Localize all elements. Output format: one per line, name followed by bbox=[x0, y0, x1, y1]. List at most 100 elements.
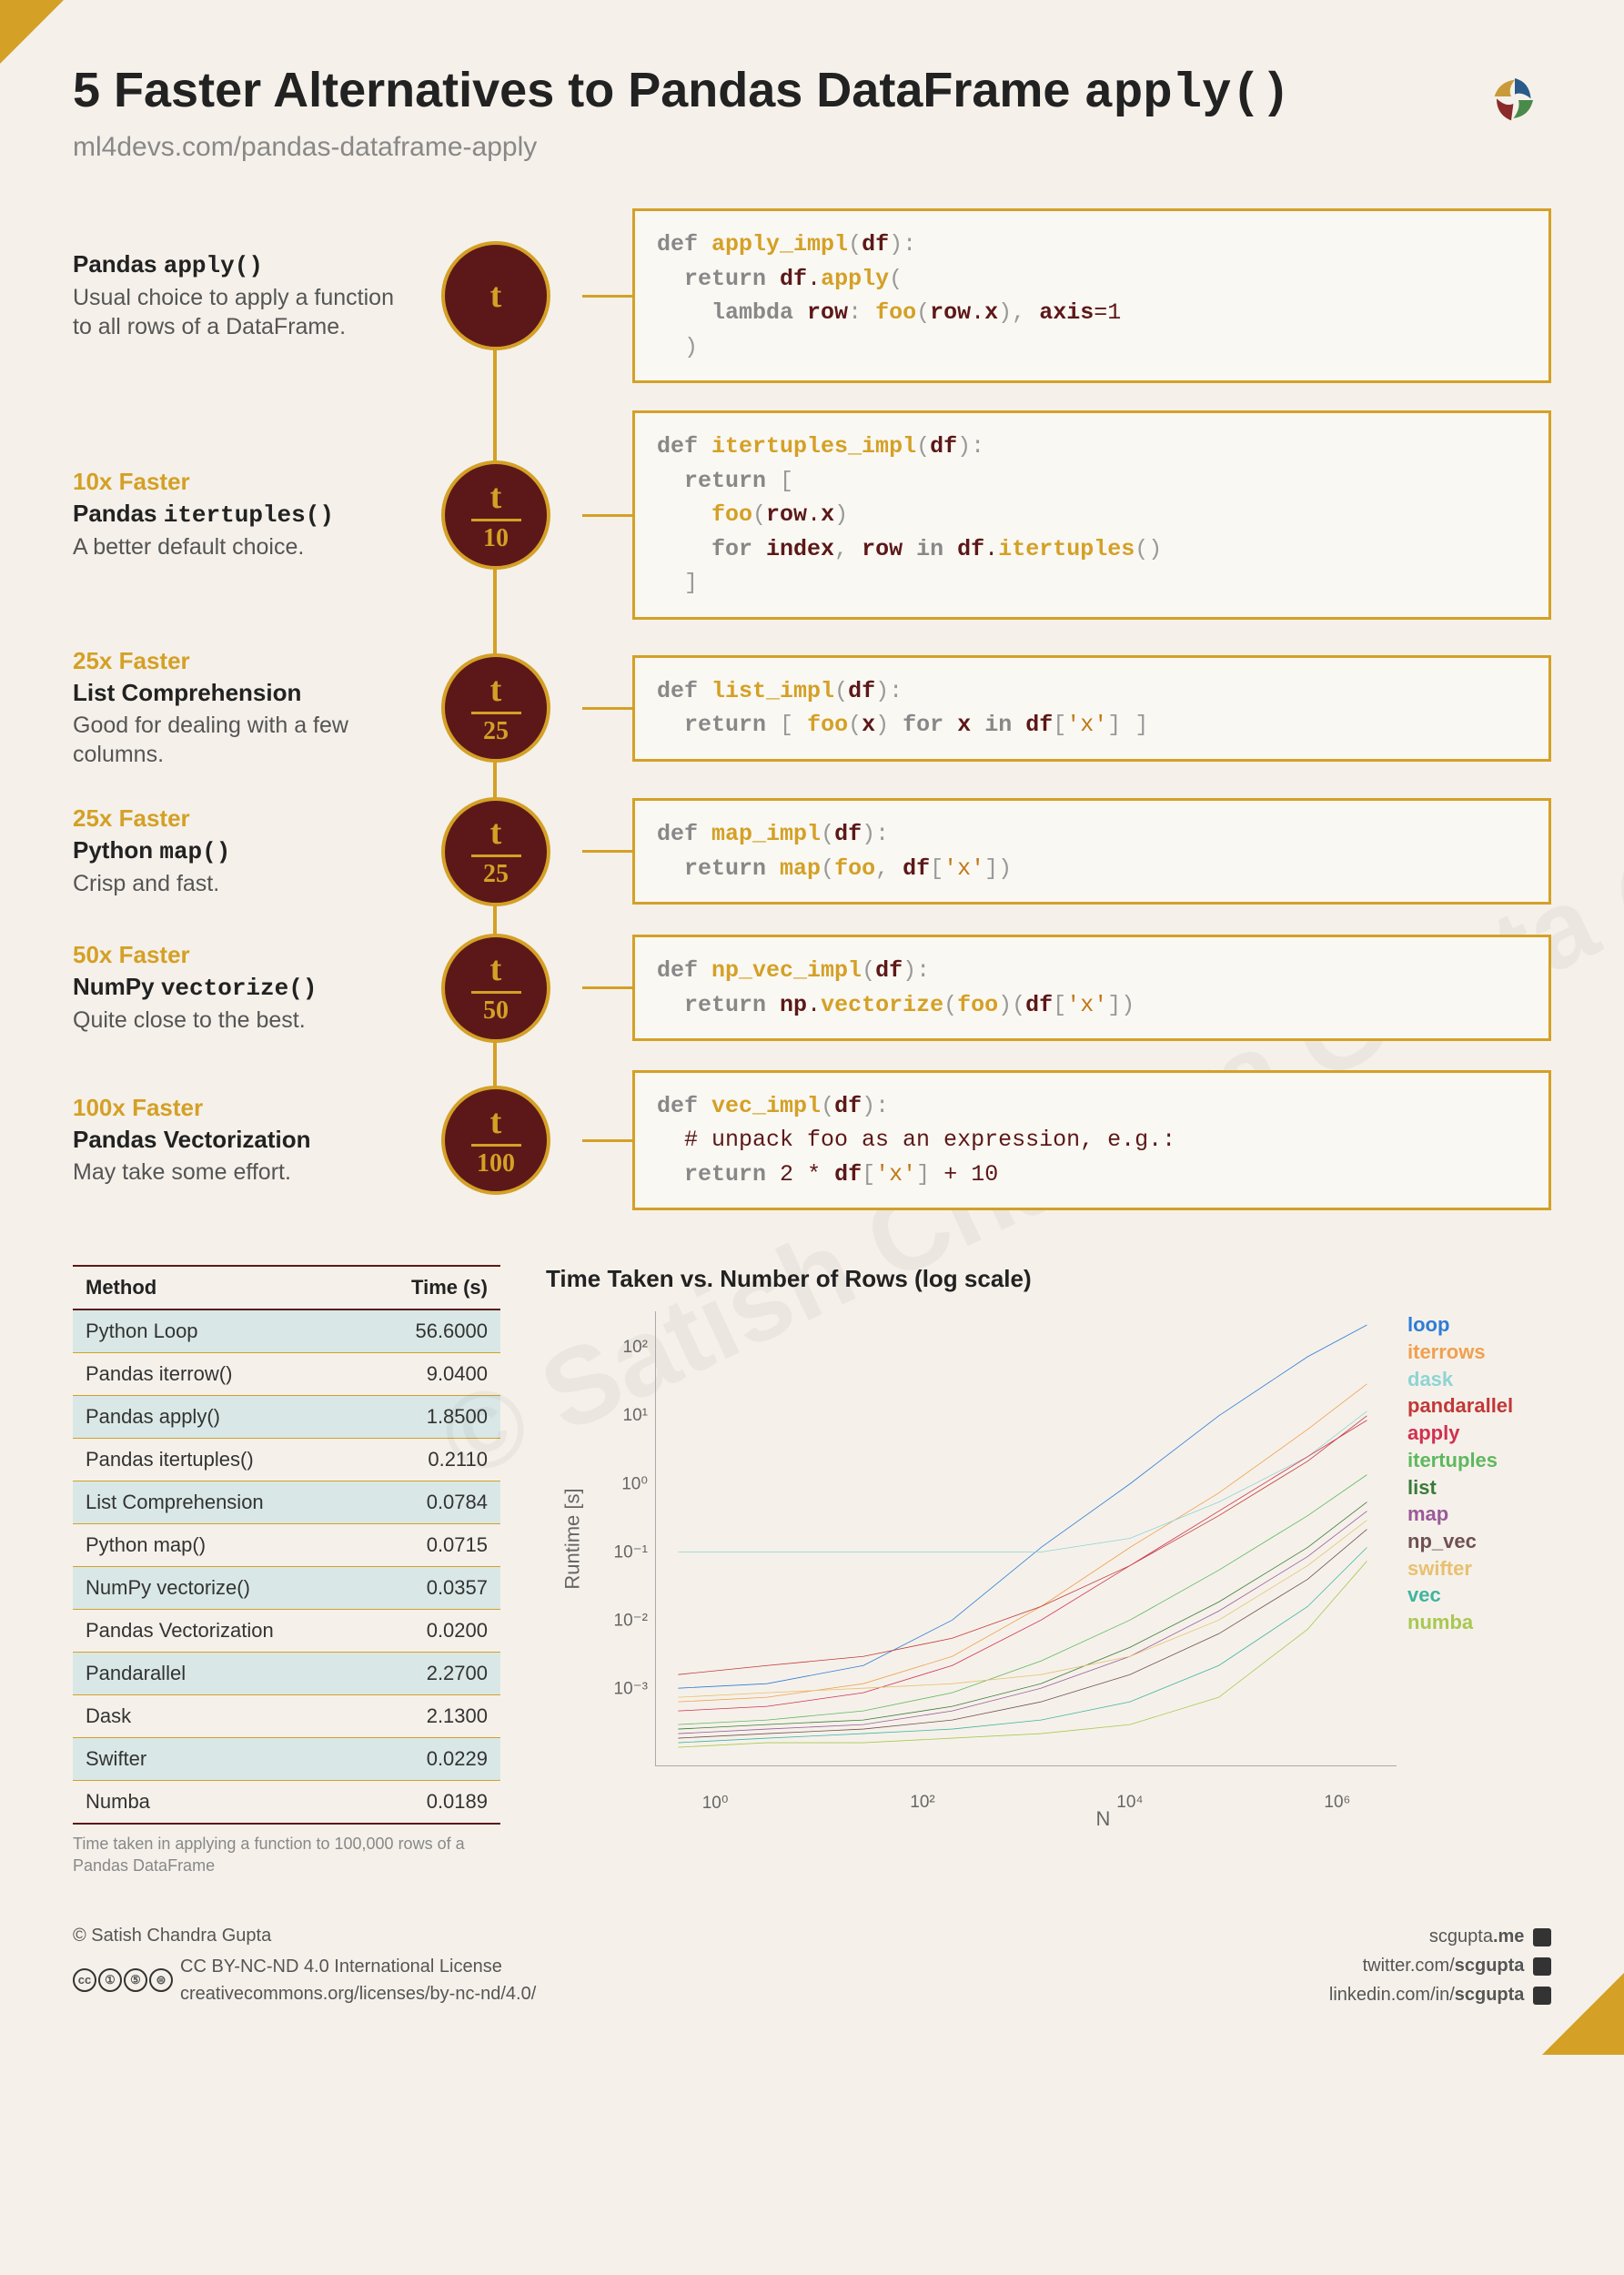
table-cell-time: 1.8500 bbox=[362, 1396, 500, 1439]
method-badge: t 25 bbox=[441, 797, 550, 906]
corner-accent-br bbox=[1542, 1973, 1624, 2055]
table-cell-time: 0.0229 bbox=[362, 1738, 500, 1781]
method-code: def np_vec_impl(df): return np.vectorize… bbox=[632, 935, 1551, 1041]
chart-legend-item: itertuples bbox=[1407, 1447, 1551, 1474]
table-cell-method: Swifter bbox=[73, 1738, 362, 1781]
method-speedup: 100x Faster bbox=[73, 1094, 409, 1122]
chart-ytick: 10² bbox=[623, 1338, 648, 1358]
connector-line bbox=[582, 707, 632, 710]
method-row: 25x Faster Python map() Crisp and fast. … bbox=[73, 797, 1551, 906]
chart-ytick: 10⁻² bbox=[614, 1611, 649, 1632]
method-desc: Quite close to the best. bbox=[73, 1006, 409, 1036]
table-row: Pandas iterrow()9.0400 bbox=[73, 1353, 500, 1396]
chart-xlabel: N bbox=[655, 1807, 1551, 1831]
table-cell-time: 0.0784 bbox=[362, 1481, 500, 1524]
chart-ytick: 10¹ bbox=[623, 1406, 648, 1426]
logo-icon bbox=[1478, 64, 1551, 141]
footer: © Satish Chandra Gupta cc①⑤⊜ CC BY-NC-ND… bbox=[73, 1922, 1551, 2009]
page-title: 5 Faster Alternatives to Pandas DataFram… bbox=[73, 64, 1290, 121]
chart-ylabel: Runtime [s] bbox=[561, 1489, 585, 1590]
footer-social: scgupta.me bbox=[1329, 1922, 1551, 1951]
chart-legend-item: np_vec bbox=[1407, 1528, 1551, 1555]
method-name: NumPy vectorize() bbox=[73, 973, 409, 1002]
table-cell-time: 56.6000 bbox=[362, 1309, 500, 1353]
table-cell-time: 0.2110 bbox=[362, 1439, 500, 1481]
connector-line bbox=[582, 986, 632, 989]
method-row: 50x Faster NumPy vectorize() Quite close… bbox=[73, 934, 1551, 1043]
chart-ytick: 10⁻¹ bbox=[614, 1542, 649, 1563]
method-speedup: 25x Faster bbox=[73, 647, 409, 675]
chart-legend-item: apply bbox=[1407, 1420, 1551, 1447]
table-header-time: Time (s) bbox=[362, 1266, 500, 1309]
table-row: Numba0.0189 bbox=[73, 1781, 500, 1825]
table-cell-time: 0.0357 bbox=[362, 1567, 500, 1610]
table-cell-method: Numba bbox=[73, 1781, 362, 1825]
table-cell-method: Pandas iterrow() bbox=[73, 1353, 362, 1396]
method-name: List Comprehension bbox=[73, 679, 409, 707]
table-row: Python Loop56.6000 bbox=[73, 1309, 500, 1353]
chart-legend-item: numba bbox=[1407, 1609, 1551, 1636]
table-cell-method: Python map() bbox=[73, 1524, 362, 1567]
method-name: Python map() bbox=[73, 836, 409, 865]
cc-icon: ⑤ bbox=[124, 1968, 147, 1992]
table-cell-time: 0.0715 bbox=[362, 1524, 500, 1567]
table-row: List Comprehension0.0784 bbox=[73, 1481, 500, 1524]
footer-social: twitter.com/scgupta bbox=[1329, 1951, 1551, 1980]
method-speedup: 50x Faster bbox=[73, 941, 409, 969]
chart-title: Time Taken vs. Number of Rows (log scale… bbox=[546, 1265, 1551, 1293]
chart-legend-item: loop bbox=[1407, 1311, 1551, 1339]
cc-icon: cc bbox=[73, 1968, 96, 1992]
table-row: NumPy vectorize()0.0357 bbox=[73, 1567, 500, 1610]
table-cell-time: 0.0189 bbox=[362, 1781, 500, 1825]
table-cell-method: Pandas itertuples() bbox=[73, 1439, 362, 1481]
footer-license: CC BY-NC-ND 4.0 International License bbox=[180, 1953, 536, 1980]
chart-legend-item: iterrows bbox=[1407, 1339, 1551, 1366]
method-row: 100x Faster Pandas Vectorization May tak… bbox=[73, 1070, 1551, 1211]
method-desc: May take some effort. bbox=[73, 1158, 409, 1188]
table-row: Dask2.1300 bbox=[73, 1695, 500, 1738]
table-cell-method: Pandarallel bbox=[73, 1653, 362, 1695]
chart-legend-item: vec bbox=[1407, 1582, 1551, 1609]
chart-xtick: 10⁶ bbox=[1324, 1793, 1350, 1813]
table-row: Swifter0.0229 bbox=[73, 1738, 500, 1781]
cc-icon: ⊜ bbox=[149, 1968, 173, 1992]
chart-legend: loopiterrowsdaskpandarallelapplyitertupl… bbox=[1397, 1311, 1551, 1766]
chart-xtick: 10² bbox=[910, 1793, 934, 1813]
table-header-method: Method bbox=[73, 1266, 362, 1309]
chart-legend-item: pandarallel bbox=[1407, 1392, 1551, 1420]
method-name: Pandas itertuples() bbox=[73, 500, 409, 529]
globe-icon bbox=[1533, 1928, 1551, 1946]
method-desc: Crisp and fast. bbox=[73, 869, 409, 899]
method-code: def vec_impl(df): # unpack foo as an exp… bbox=[632, 1070, 1551, 1211]
table-row: Pandas itertuples()0.2110 bbox=[73, 1439, 500, 1481]
table-row: Pandas Vectorization0.0200 bbox=[73, 1610, 500, 1653]
chart-xtick: 10⁴ bbox=[1116, 1793, 1143, 1813]
runtime-chart: Time Taken vs. Number of Rows (log scale… bbox=[546, 1265, 1551, 1876]
bottom-section: MethodTime (s) Python Loop56.6000Pandas … bbox=[73, 1265, 1551, 1876]
header: 5 Faster Alternatives to Pandas DataFram… bbox=[73, 64, 1551, 163]
table-cell-method: Pandas apply() bbox=[73, 1396, 362, 1439]
connector-line bbox=[582, 514, 632, 517]
footer-social: linkedin.com/in/scgupta bbox=[1329, 1980, 1551, 2009]
chart-plotarea: 10⁰10²10⁴10⁶ bbox=[655, 1311, 1397, 1766]
corner-accent-tl bbox=[0, 0, 64, 64]
method-desc: Usual choice to apply a function to all … bbox=[73, 283, 409, 342]
method-badge: t 100 bbox=[441, 1086, 550, 1195]
chart-xtick: 10⁰ bbox=[702, 1793, 729, 1814]
table-cell-method: List Comprehension bbox=[73, 1481, 362, 1524]
table-row: Python map()0.0715 bbox=[73, 1524, 500, 1567]
chart-legend-item: map bbox=[1407, 1501, 1551, 1528]
method-row: 25x Faster List Comprehension Good for d… bbox=[73, 647, 1551, 770]
method-desc: Good for dealing with a few columns. bbox=[73, 711, 409, 770]
page-subtitle: ml4devs.com/pandas-dataframe-apply bbox=[73, 132, 1290, 163]
method-code: def apply_impl(df): return df.apply( lam… bbox=[632, 208, 1551, 383]
table-cell-method: NumPy vectorize() bbox=[73, 1567, 362, 1610]
method-code: def map_impl(df): return map(foo, df['x'… bbox=[632, 798, 1551, 905]
method-badge: t 10 bbox=[441, 460, 550, 570]
method-code: def list_impl(df): return [ foo(x) for x… bbox=[632, 655, 1551, 762]
footer-copyright: © Satish Chandra Gupta bbox=[73, 1922, 536, 1949]
methods-list: Pandas apply() Usual choice to apply a f… bbox=[73, 208, 1551, 1210]
method-code: def itertuples_impl(df): return [ foo(ro… bbox=[632, 410, 1551, 620]
chart-legend-item: swifter bbox=[1407, 1555, 1551, 1582]
method-row: 10x Faster Pandas itertuples() A better … bbox=[73, 410, 1551, 620]
